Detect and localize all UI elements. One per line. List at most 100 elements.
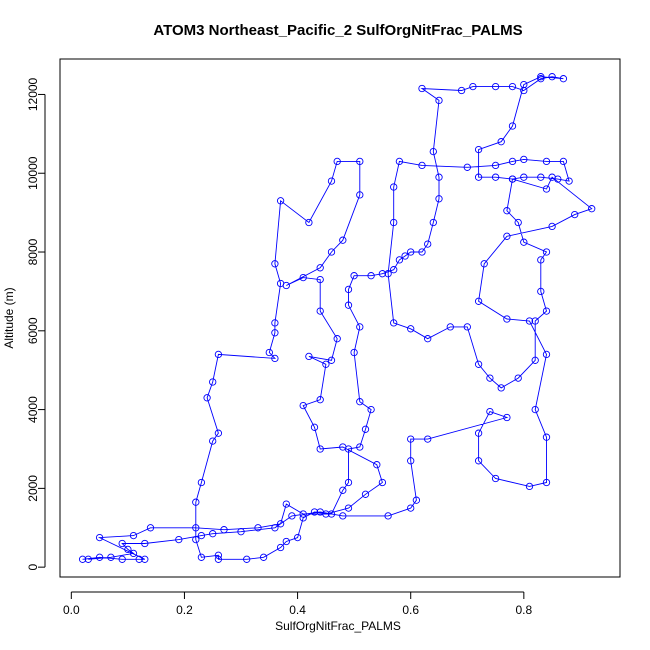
data-point (559, 75, 568, 83)
data-point (276, 279, 285, 288)
data-point (129, 531, 138, 540)
data-point (316, 445, 324, 453)
y-tick-label: 0 (26, 563, 40, 570)
x-tick-label: 0.0 (63, 603, 80, 617)
data-point (491, 82, 500, 91)
data-point (412, 496, 421, 504)
data-point (384, 270, 392, 278)
data-point (344, 301, 353, 309)
data-point (356, 157, 364, 166)
x-tick-label: 0.2 (176, 603, 193, 617)
data-point (327, 510, 336, 518)
data-point (395, 157, 404, 166)
data-point (271, 260, 279, 268)
data-point (429, 218, 437, 227)
data-point (322, 360, 330, 368)
data-point (474, 173, 483, 181)
data-point (537, 73, 545, 81)
data-point (344, 285, 353, 294)
data-point (333, 157, 341, 166)
data-point (474, 429, 483, 437)
data-point (407, 248, 415, 256)
x-axis-label: SulfOrgNitFrac_PALMS (275, 619, 401, 633)
data-point (271, 329, 279, 337)
data-point (401, 252, 409, 260)
y-tick-label: 4000 (26, 396, 40, 423)
data-point (571, 210, 579, 219)
x-tick-label: 0.6 (402, 603, 419, 617)
y-tick-label: 10000 (26, 156, 40, 190)
data-point (299, 514, 307, 522)
data-point (503, 413, 511, 422)
data-point (271, 524, 279, 532)
data-point (209, 378, 217, 386)
data-point (537, 287, 545, 296)
data-point (378, 478, 387, 487)
y-tick-label: 2000 (26, 475, 40, 502)
data-point (531, 317, 539, 325)
data-point (214, 555, 223, 563)
data-point (514, 218, 522, 227)
data-point (192, 524, 200, 532)
data-point (271, 354, 279, 363)
data-point (243, 555, 251, 563)
data-point (457, 86, 466, 95)
data-point (548, 73, 556, 81)
data-point (407, 504, 415, 512)
data-point (124, 545, 132, 554)
data-point (491, 173, 500, 181)
data-point (497, 384, 505, 392)
data-point (474, 360, 483, 368)
data-point (435, 173, 443, 181)
data-point (299, 510, 307, 518)
data-point (520, 80, 528, 89)
data-point (316, 508, 324, 516)
data-point (118, 555, 126, 563)
data-point (367, 272, 375, 280)
data-point (356, 443, 364, 451)
data-point (565, 177, 573, 185)
data-point (463, 163, 471, 171)
data-point (282, 537, 290, 546)
data-points (78, 73, 596, 563)
data-point (305, 218, 313, 227)
data-point (293, 533, 302, 542)
data-point (542, 307, 551, 315)
data-point (344, 445, 353, 453)
data-point (542, 185, 551, 193)
data-point (209, 530, 217, 538)
data-point (339, 236, 347, 244)
data-point (520, 173, 528, 181)
data-point (503, 207, 511, 215)
data-point (395, 256, 404, 264)
data-point (327, 356, 336, 364)
data-point (486, 374, 494, 382)
data-point (209, 437, 217, 445)
data-point (480, 260, 488, 268)
data-point (118, 539, 126, 548)
data-point (537, 75, 545, 83)
data-point (192, 498, 200, 506)
data-point (356, 398, 364, 406)
data-point (84, 555, 92, 563)
y-axis-label: Altitude (m) (2, 287, 16, 348)
data-point (542, 433, 551, 441)
data-point (310, 423, 319, 431)
data-point (407, 435, 415, 443)
data-point (531, 356, 539, 364)
data-point (339, 512, 347, 520)
data-point (316, 264, 324, 272)
data-point (316, 396, 324, 404)
data-point (418, 248, 426, 256)
data-point (508, 82, 517, 91)
data-point (214, 350, 223, 359)
data-point (350, 272, 358, 280)
y-tick-label: 8000 (26, 238, 40, 265)
data-point (486, 407, 494, 416)
data-point (129, 549, 138, 558)
data-point (424, 240, 432, 248)
data-point (474, 297, 483, 305)
data-point (141, 555, 149, 563)
data-point (508, 157, 517, 166)
